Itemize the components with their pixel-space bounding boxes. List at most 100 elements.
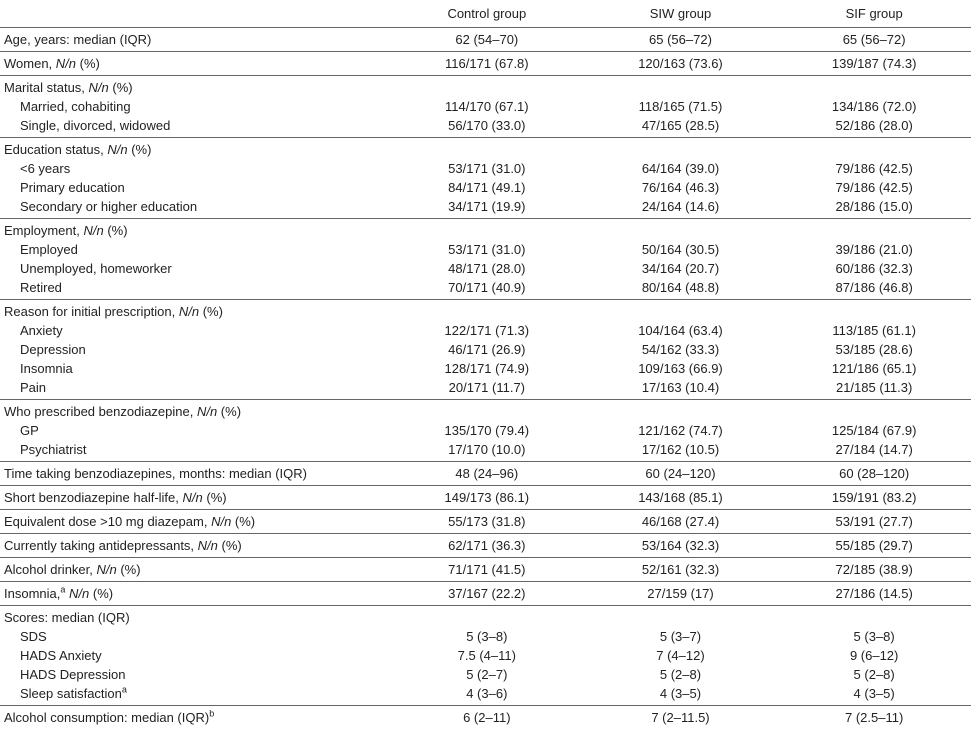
row-group: Insomnia,a N/n (%)37/167 (22.2)27/159 (1…: [0, 582, 971, 606]
value-cell: 62 (54–70): [390, 28, 584, 52]
value-cell: 47/165 (28.5): [584, 116, 778, 138]
row-group: Time taking benzodiazepines, months: med…: [0, 462, 971, 486]
row-label: Single, divorced, widowed: [0, 116, 390, 138]
row-label: Employment, N/n (%): [0, 219, 390, 241]
row-label: Currently taking antidepressants, N/n (%…: [0, 534, 390, 558]
row-group: Age, years: median (IQR)62 (54–70)65 (56…: [0, 28, 971, 52]
row-label: Marital status, N/n (%): [0, 76, 390, 98]
label-text: Primary education: [20, 180, 125, 195]
value-cell: 34/171 (19.9): [390, 197, 584, 219]
value-cell: 6 (2–11): [390, 706, 584, 729]
row-label: Equivalent dose >10 mg diazepam, N/n (%): [0, 510, 390, 534]
value-cell: 60 (28–120): [777, 462, 971, 486]
value-cell: 134/186 (72.0): [777, 97, 971, 116]
value-cell: 70/171 (40.9): [390, 278, 584, 300]
italic-text: N/n: [107, 142, 127, 157]
value-cell: 52/161 (32.3): [584, 558, 778, 582]
value-cell: 27/186 (14.5): [777, 582, 971, 606]
label-text: Time taking benzodiazepines, months: med…: [4, 466, 307, 481]
group-heading-row: Employment, N/n (%): [0, 219, 971, 241]
label-text: (%): [203, 490, 227, 505]
empty-cell: [584, 219, 778, 241]
row-label: Who prescribed benzodiazepine, N/n (%): [0, 400, 390, 422]
label-text: Insomnia: [20, 361, 73, 376]
row-label: HADS Anxiety: [0, 646, 390, 665]
value-cell: 72/185 (38.9): [777, 558, 971, 582]
label-text: SDS: [20, 629, 47, 644]
label-text: Retired: [20, 280, 62, 295]
label-text: Short benzodiazepine half-life,: [4, 490, 183, 505]
empty-cell: [584, 138, 778, 160]
row-group: Reason for initial prescription, N/n (%)…: [0, 300, 971, 400]
label-text: Age, years: median (IQR): [4, 32, 151, 47]
value-cell: 113/185 (61.1): [777, 321, 971, 340]
row-label: Secondary or higher education: [0, 197, 390, 219]
data-row: Short benzodiazepine half-life, N/n (%)1…: [0, 486, 971, 510]
value-cell: 34/164 (20.7): [584, 259, 778, 278]
empty-cell: [584, 300, 778, 322]
value-cell: 71/171 (41.5): [390, 558, 584, 582]
row-label: Women, N/n (%): [0, 52, 390, 76]
label-text: Women,: [4, 56, 56, 71]
label-text: Psychiatrist: [20, 442, 86, 457]
value-cell: 53/164 (32.3): [584, 534, 778, 558]
value-cell: 7.5 (4–11): [390, 646, 584, 665]
empty-cell: [777, 400, 971, 422]
row-label: HADS Depression: [0, 665, 390, 684]
footnote-mark: b: [209, 709, 214, 719]
empty-cell: [777, 76, 971, 98]
value-cell: 48 (24–96): [390, 462, 584, 486]
row-group: Marital status, N/n (%)Married, cohabiti…: [0, 76, 971, 138]
label-text: <6 years: [20, 161, 70, 176]
data-row: Time taking benzodiazepines, months: med…: [0, 462, 971, 486]
row-label: Alcohol drinker, N/n (%): [0, 558, 390, 582]
value-cell: 4 (3–5): [584, 684, 778, 706]
header-cell: SIW group: [584, 0, 778, 28]
row-label: <6 years: [0, 159, 390, 178]
label-text: (%): [76, 56, 100, 71]
label-text: Currently taking antidepressants,: [4, 538, 198, 553]
value-cell: 104/164 (63.4): [584, 321, 778, 340]
empty-cell: [390, 219, 584, 241]
value-cell: 21/185 (11.3): [777, 378, 971, 400]
value-cell: 53/171 (31.0): [390, 159, 584, 178]
row-label: Depression: [0, 340, 390, 359]
group-heading-row: Marital status, N/n (%): [0, 76, 971, 98]
value-cell: 139/187 (74.3): [777, 52, 971, 76]
label-text: Education status,: [4, 142, 107, 157]
label-text: HADS Anxiety: [20, 648, 102, 663]
label-text: (%): [109, 80, 133, 95]
empty-cell: [584, 76, 778, 98]
label-text: (%): [199, 304, 223, 319]
data-row: Currently taking antidepressants, N/n (%…: [0, 534, 971, 558]
row-label: Psychiatrist: [0, 440, 390, 462]
row-label: SDS: [0, 627, 390, 646]
label-text: Pain: [20, 380, 46, 395]
italic-text: N/n: [56, 56, 76, 71]
italic-text: N/n: [89, 80, 109, 95]
empty-cell: [390, 76, 584, 98]
empty-cell: [777, 606, 971, 628]
empty-cell: [777, 219, 971, 241]
value-cell: 17/163 (10.4): [584, 378, 778, 400]
value-cell: 7 (2–11.5): [584, 706, 778, 729]
group-heading-row: Reason for initial prescription, N/n (%): [0, 300, 971, 322]
italic-text: N/n: [69, 586, 89, 601]
empty-cell: [584, 606, 778, 628]
header-cell: SIF group: [777, 0, 971, 28]
value-cell: 79/186 (42.5): [777, 178, 971, 197]
empty-cell: [777, 300, 971, 322]
row-group: Who prescribed benzodiazepine, N/n (%)GP…: [0, 400, 971, 462]
value-cell: 125/184 (67.9): [777, 421, 971, 440]
italic-text: N/n: [211, 514, 231, 529]
value-cell: 116/171 (67.8): [390, 52, 584, 76]
row-group: Short benzodiazepine half-life, N/n (%)1…: [0, 486, 971, 510]
value-cell: 135/170 (79.4): [390, 421, 584, 440]
value-cell: 120/163 (73.6): [584, 52, 778, 76]
